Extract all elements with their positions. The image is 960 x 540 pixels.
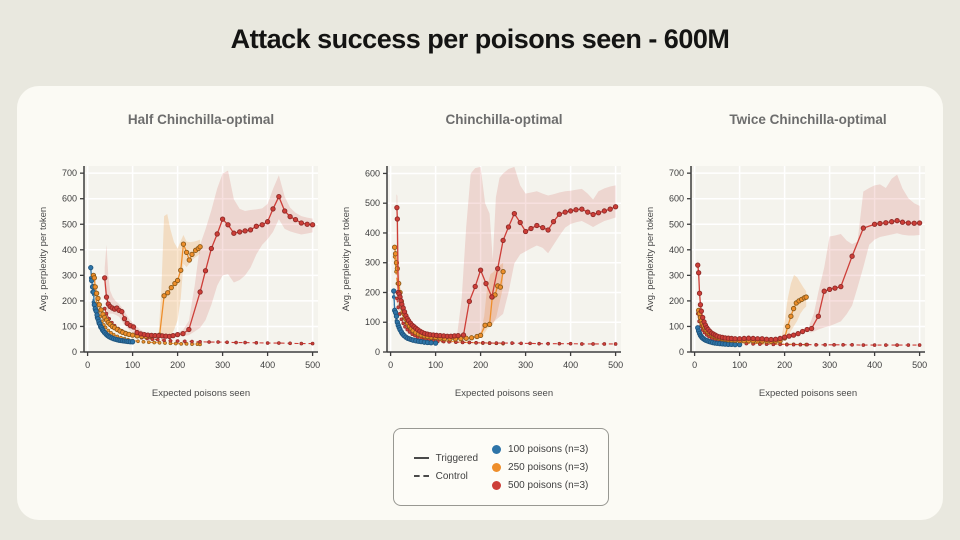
blue-dot-icon bbox=[492, 444, 502, 454]
svg-text:0: 0 bbox=[72, 347, 77, 357]
legend-label: 250 poisons (n=3) bbox=[508, 461, 589, 473]
legend-item-100-poisons: 100 poisons (n=3) bbox=[492, 443, 588, 456]
svg-text:100: 100 bbox=[669, 321, 684, 331]
charts-panel: Half Chinchilla-optimal 0 100 200 300 400 500… bbox=[17, 86, 943, 520]
chart-title: Twice Chinchilla-optimal bbox=[729, 112, 887, 127]
svg-text:100: 100 bbox=[62, 321, 77, 331]
svg-text:Expected poisons seen: Expected poisons seen bbox=[152, 388, 250, 399]
dashed-line-icon bbox=[413, 475, 429, 477]
svg-text:600: 600 bbox=[669, 194, 684, 204]
svg-text:500: 500 bbox=[669, 219, 684, 229]
chart-canvas: 0 100 200 300 400 500 600 700 0 100 200 300 400 500 Av… bbox=[38, 166, 320, 399]
svg-text:300: 300 bbox=[215, 360, 230, 370]
legend-item-250-poisons: 250 poisons (n=3) bbox=[492, 461, 588, 474]
svg-text:0: 0 bbox=[375, 347, 380, 357]
chart-canvas: 0 100 200 300 400 500 600 0 100 200 300 400 500 Avg. … bbox=[341, 166, 623, 399]
svg-text:500: 500 bbox=[365, 198, 380, 208]
svg-text:Expected poisons seen: Expected poisons seen bbox=[759, 388, 857, 399]
legend-item-500-poisons: 500 poisons (n=3) bbox=[492, 479, 588, 492]
svg-text:300: 300 bbox=[62, 270, 77, 280]
svg-text:400: 400 bbox=[669, 245, 684, 255]
svg-text:600: 600 bbox=[62, 194, 77, 204]
svg-text:100: 100 bbox=[732, 360, 747, 370]
svg-text:100: 100 bbox=[428, 360, 443, 370]
svg-text:600: 600 bbox=[365, 168, 380, 178]
svg-text:200: 200 bbox=[473, 360, 488, 370]
legend-line-styles: Triggered Control bbox=[413, 452, 479, 483]
chart-title: Chinchilla-optimal bbox=[445, 112, 563, 127]
legend-label: Control bbox=[435, 470, 468, 482]
svg-text:100: 100 bbox=[125, 360, 140, 370]
svg-text:200: 200 bbox=[777, 360, 792, 370]
solid-line-icon bbox=[413, 457, 429, 459]
svg-text:200: 200 bbox=[170, 360, 185, 370]
legend-label: 500 poisons (n=3) bbox=[508, 479, 589, 491]
svg-text:Avg. perplexity per token: Avg. perplexity per token bbox=[38, 207, 49, 311]
legend: Triggered Control 100 poisons (n=3) 250 … bbox=[393, 428, 609, 506]
chart-title: Half Chinchilla-optimal bbox=[127, 112, 275, 127]
page-title: Attack success per poisons seen - 600M bbox=[230, 24, 730, 54]
svg-text:300: 300 bbox=[518, 360, 533, 370]
svg-text:0: 0 bbox=[679, 347, 684, 357]
svg-text:400: 400 bbox=[365, 228, 380, 238]
orange-dot-icon bbox=[492, 462, 502, 472]
svg-text:200: 200 bbox=[62, 296, 77, 306]
legend-label: 100 poisons (n=3) bbox=[508, 443, 589, 455]
legend-label: Triggered bbox=[435, 452, 479, 464]
chart-chinchilla: Chinchilla-optimal 0 100 200 300 400 500 600 0 1… bbox=[337, 112, 637, 442]
svg-text:Expected poisons seen: Expected poisons seen bbox=[455, 388, 553, 399]
svg-text:500: 500 bbox=[608, 360, 623, 370]
chart-half-chinchilla: Half Chinchilla-optimal 0 100 200 300 400 500… bbox=[34, 112, 334, 442]
svg-text:400: 400 bbox=[563, 360, 578, 370]
svg-text:300: 300 bbox=[822, 360, 837, 370]
svg-text:700: 700 bbox=[62, 168, 77, 178]
svg-text:700: 700 bbox=[669, 168, 684, 178]
chart-canvas: 0 100 200 300 400 500 600 700 0 100 200 300 400 500 Av… bbox=[645, 166, 927, 399]
svg-text:500: 500 bbox=[912, 360, 927, 370]
svg-text:400: 400 bbox=[260, 360, 275, 370]
svg-text:300: 300 bbox=[365, 258, 380, 268]
svg-text:200: 200 bbox=[365, 287, 380, 297]
svg-text:0: 0 bbox=[85, 360, 90, 370]
legend-series: 100 poisons (n=3) 250 poisons (n=3) 500 … bbox=[492, 443, 588, 492]
svg-text:500: 500 bbox=[305, 360, 320, 370]
legend-item-control: Control bbox=[413, 470, 478, 483]
svg-text:Avg. perplexity per token: Avg. perplexity per token bbox=[645, 207, 656, 311]
svg-text:0: 0 bbox=[692, 360, 697, 370]
svg-text:500: 500 bbox=[62, 219, 77, 229]
svg-text:100: 100 bbox=[365, 317, 380, 327]
svg-text:400: 400 bbox=[62, 245, 77, 255]
svg-text:Avg. perplexity per token: Avg. perplexity per token bbox=[341, 207, 352, 311]
svg-text:400: 400 bbox=[867, 360, 882, 370]
svg-text:200: 200 bbox=[669, 296, 684, 306]
legend-item-triggered: Triggered bbox=[413, 452, 479, 465]
red-dot-icon bbox=[492, 480, 502, 490]
chart-twice-chinchilla: Twice Chinchilla-optimal 0 100 200 300 400 50… bbox=[641, 112, 941, 442]
svg-text:0: 0 bbox=[388, 360, 393, 370]
svg-text:300: 300 bbox=[669, 270, 684, 280]
